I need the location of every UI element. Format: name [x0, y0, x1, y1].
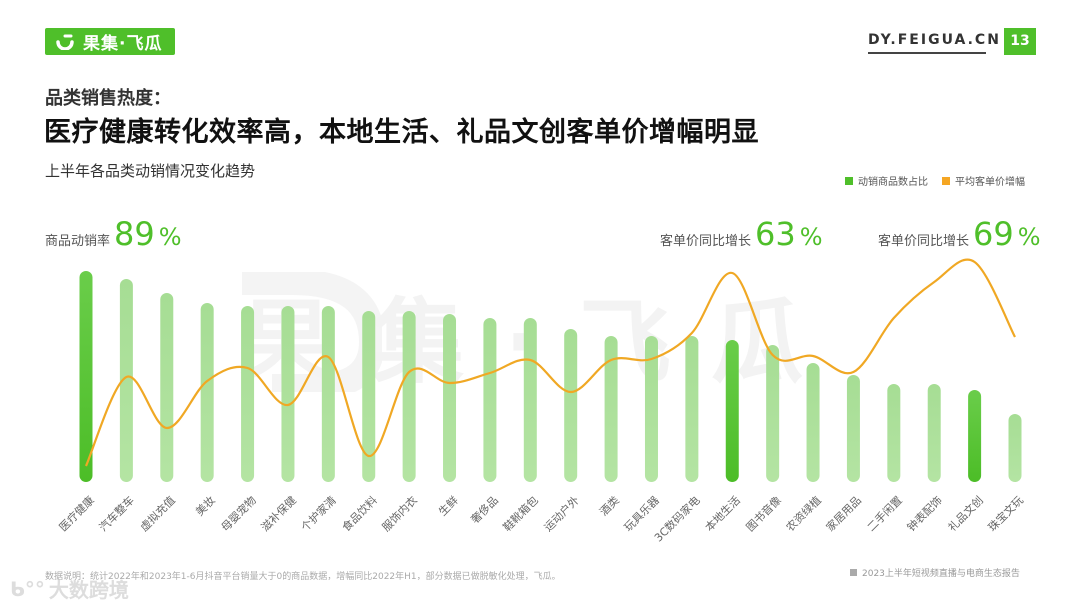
section-kicker: 品类销售热度：: [45, 88, 171, 109]
callout-unit: %: [158, 223, 182, 251]
callout-value: 69: [973, 215, 1014, 253]
bar-17: [766, 345, 780, 482]
bar-3: [200, 303, 214, 482]
callout-value: 89: [114, 215, 155, 253]
bar-21: [927, 384, 941, 482]
bar-8: [402, 311, 416, 482]
legend-swatch-orange: [942, 176, 950, 185]
bar-19: [846, 375, 860, 482]
corner-watermark-text: 大数跨境: [48, 578, 129, 602]
legend-item-bar: 动销商品数占比: [845, 173, 928, 188]
bar-16: [725, 340, 739, 482]
brand-logo: 果集·飞瓜: [45, 28, 175, 55]
callout-unit: %: [799, 223, 823, 251]
page-number: 13: [1004, 28, 1036, 55]
bar-9: [443, 314, 457, 482]
data-note: 数据说明：统计2022年和2023年1-6月抖音平台销量大于0的商品数据，增幅同…: [45, 572, 561, 582]
bar-20: [887, 384, 901, 482]
bar-2: [160, 293, 174, 482]
bar-6: [321, 306, 335, 482]
chart-legend: 动销商品数占比 平均客单价增幅: [845, 173, 1025, 188]
bar-12: [564, 329, 578, 482]
callout-unit: %: [1017, 223, 1041, 251]
bar-11: [523, 318, 537, 482]
bar-4: [241, 306, 255, 482]
legend-label: 动销商品数占比: [858, 177, 928, 188]
page-title: 医疗健康转化效率高，本地生活、礼品文创客单价增幅明显: [44, 117, 759, 148]
bar-5: [281, 306, 295, 482]
report-source: 2023上半年短视频直播与电商生态报告: [850, 566, 1020, 579]
bar-1: [119, 279, 133, 482]
callout-label: 商品动销率: [45, 234, 111, 249]
bar-7: [362, 311, 376, 482]
source-text: 2023上半年短视频直播与电商生态报告: [862, 569, 1020, 579]
bar-23: [1008, 414, 1022, 482]
brand-logo-icon: [56, 34, 74, 50]
bar-10: [483, 318, 497, 482]
legend-swatch-green: [845, 176, 853, 185]
legend-item-line: 平均客单价增幅: [942, 173, 1025, 188]
bar-22: [968, 390, 982, 482]
source-bullet-icon: [850, 569, 857, 576]
callout-gift-growth: 客单价同比增长 69 %: [878, 215, 1041, 253]
brand-name: 果集·飞瓜: [83, 34, 163, 54]
corner-watermark: ᑲ°° 大数跨境: [10, 574, 129, 603]
legend-label: 平均客单价增幅: [955, 177, 1025, 188]
bar-15: [685, 336, 699, 482]
bar-18: [806, 363, 820, 482]
bar-0: [79, 271, 93, 482]
bar-13: [604, 336, 618, 482]
chart-title: 上半年各品类动销情况变化趋势: [45, 162, 256, 180]
site-url-underline: [868, 52, 986, 54]
site-url[interactable]: DY.FEIGUA.CN: [868, 32, 1001, 48]
callout-sell-through-rate: 商品动销率 89 %: [45, 215, 182, 253]
callout-value: 63: [755, 215, 796, 253]
corner-watermark-icon: ᑲ°°: [10, 576, 45, 601]
callout-label: 客单价同比增长: [878, 234, 970, 249]
callout-label: 客单价同比增长: [660, 234, 752, 249]
callout-local-life-growth: 客单价同比增长 63 %: [660, 215, 823, 253]
bar-14: [644, 336, 658, 482]
avg-order-growth-line: [84, 258, 1016, 467]
